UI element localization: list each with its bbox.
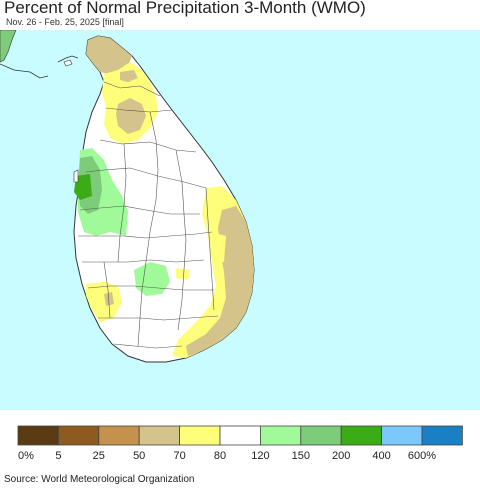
legend-label: 25 xyxy=(93,450,105,462)
island-2 xyxy=(73,169,79,183)
map-title: Percent of Normal Precipitation 3-Month … xyxy=(4,0,366,17)
north-brown-patch-2 xyxy=(120,70,138,82)
district-boundaries xyxy=(78,81,219,349)
source-credit: Source: World Meteorological Organizatio… xyxy=(4,474,195,485)
india-coast xyxy=(0,30,17,63)
legend-label: 120 xyxy=(251,450,269,462)
india-coast-outline xyxy=(0,63,49,79)
legend-swatch xyxy=(98,425,140,446)
legend-label: 0% xyxy=(18,450,34,462)
southwest-brown-patch xyxy=(104,292,114,306)
legend-swatch xyxy=(259,425,302,446)
legend-scale: 0% 5 25 50 70 80 120 150 200 400 600% xyxy=(17,425,463,462)
adams-bridge xyxy=(57,55,79,63)
legend-swatch xyxy=(17,425,59,446)
precipitation-map xyxy=(0,30,480,410)
east-yellow-notch xyxy=(212,232,226,262)
legend-label: 50 xyxy=(133,450,145,462)
legend-swatch xyxy=(58,425,100,446)
legend-swatch xyxy=(340,425,383,446)
north-brown-patch xyxy=(116,98,146,134)
southwest-yellow-zone xyxy=(86,282,122,322)
legend-swatch xyxy=(300,425,342,446)
island xyxy=(63,59,73,67)
legend: 0% 5 25 50 70 80 120 150 200 400 600% xyxy=(0,418,480,464)
legend-swatch xyxy=(381,425,423,446)
date-range: Nov. 26 - Feb. 25, 2025 [final] xyxy=(6,17,124,27)
east-brown-zone xyxy=(186,206,254,356)
north-dry-zone xyxy=(86,36,132,74)
legend-label: 150 xyxy=(292,450,310,462)
legend-swatch xyxy=(179,425,221,446)
legend-label: 80 xyxy=(214,450,226,462)
central-green-patch xyxy=(134,262,170,296)
west-dark-green-patch xyxy=(74,174,92,200)
legend-label: 400 xyxy=(372,450,390,462)
legend-label: 600% xyxy=(408,450,436,462)
legend-swatch xyxy=(138,425,180,446)
legend-swatch xyxy=(219,425,261,446)
legend-label: 70 xyxy=(173,450,185,462)
legend-label: 5 xyxy=(55,450,61,462)
legend-swatch xyxy=(421,425,463,446)
legend-label: 200 xyxy=(332,450,350,462)
south-yellow-patch xyxy=(176,268,190,280)
